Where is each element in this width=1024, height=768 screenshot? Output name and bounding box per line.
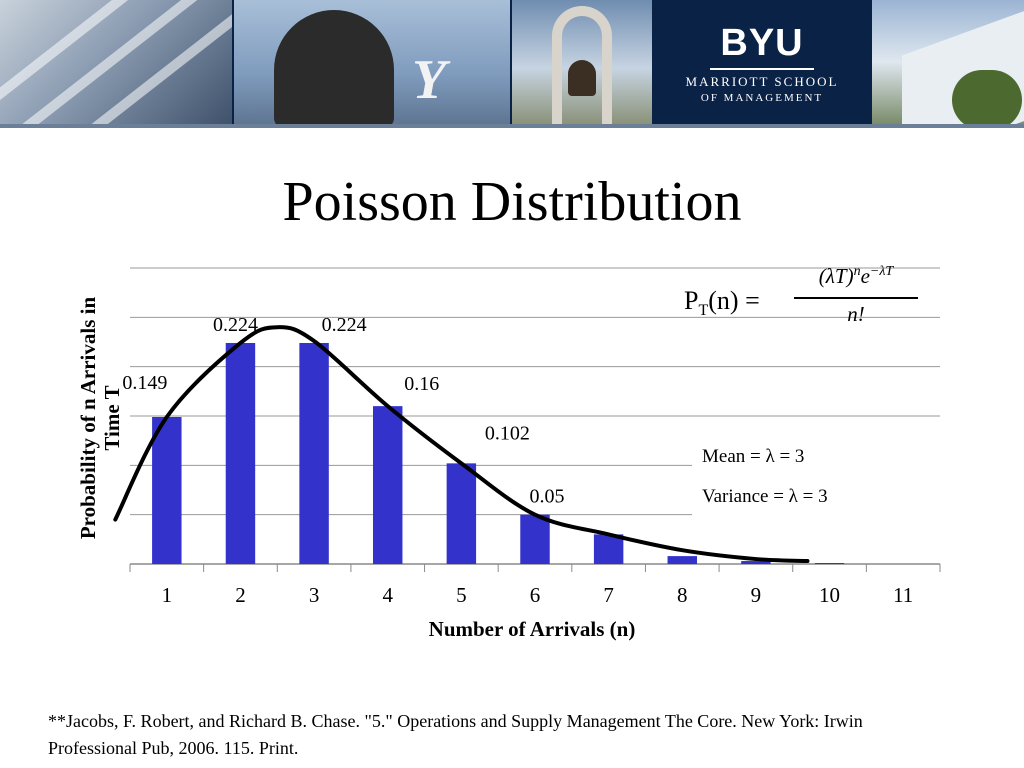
- x-tick-label: 8: [677, 583, 688, 607]
- poisson-bar-chart: 1 2 3 4 5 6 7 8 9 10 11 0.149 0.224 0.224 0.16 0.102 0.0…: [76, 267, 941, 641]
- bar: [741, 561, 771, 564]
- stats-box: Mean = λ = 3 Variance = λ = 3: [692, 436, 942, 526]
- x-tick-label: 10: [819, 583, 840, 607]
- data-label: 0.224: [213, 314, 258, 336]
- poisson-formula: PT(n) = (λT)ne−λT n!: [684, 264, 924, 334]
- logo-text: BYU: [720, 22, 804, 64]
- bar: [299, 342, 329, 564]
- building-photo: [0, 0, 232, 124]
- data-label: 0.05: [530, 486, 565, 508]
- bell-icon: [568, 60, 596, 96]
- formula-lhs: PT(n) =: [684, 286, 760, 320]
- bar: [152, 416, 182, 564]
- slide-title: Poisson Distribution: [282, 171, 742, 233]
- campus-photo: [872, 0, 1024, 124]
- bar: [373, 406, 403, 564]
- citation-text: **Jacobs, F. Robert, and Richard B. Chas…: [48, 711, 863, 758]
- school-name-line2: OF MANAGEMENT: [700, 92, 824, 104]
- y-mountain-mark: Y: [412, 49, 447, 111]
- x-tick-label: 6: [530, 583, 541, 607]
- bar: [446, 463, 477, 564]
- x-tick-label: 3: [309, 583, 320, 607]
- mean-text: Mean = λ = 3: [702, 446, 805, 467]
- x-tick-label: 5: [456, 583, 467, 607]
- data-label: 0.102: [485, 422, 530, 444]
- x-tick-label: 11: [893, 583, 913, 607]
- statue-photo: Y: [234, 0, 510, 124]
- x-axis-title: Number of Arrivals (n): [429, 617, 636, 641]
- data-label: 0.224: [322, 314, 367, 336]
- bar: [667, 556, 697, 564]
- byu-logo: BYU MARRIOTT SCHOOL OF MANAGEMENT: [654, 0, 870, 124]
- x-tick-label: 4: [382, 583, 393, 607]
- bell-tower-photo: [512, 0, 652, 124]
- header-banner: Y BYU MARRIOTT SCHOOL OF MANAGEMENT: [0, 0, 1024, 128]
- formula-numerator: (λT)ne−λT: [818, 264, 894, 288]
- data-label: 0.16: [404, 373, 439, 395]
- variance-text: Variance = λ = 3: [702, 486, 828, 507]
- bar: [814, 563, 845, 564]
- data-label: 0.149: [122, 372, 167, 394]
- y-axis-title: Probability of n Arrivals inTime T: [76, 297, 124, 540]
- formula-fraction: (λT)ne−λT n!: [794, 264, 918, 327]
- x-tick-label: 9: [751, 583, 762, 607]
- formula-denominator: n!: [847, 302, 865, 326]
- bar: [593, 534, 624, 564]
- bar: [520, 514, 550, 564]
- poisson-curve: [113, 325, 810, 564]
- x-tick-label: 1: [162, 583, 173, 607]
- school-name-line1: MARRIOTT SCHOOL: [685, 74, 839, 89]
- bar: [225, 342, 256, 564]
- x-tick-label: 7: [603, 583, 614, 607]
- x-tick-label: 2: [235, 583, 246, 607]
